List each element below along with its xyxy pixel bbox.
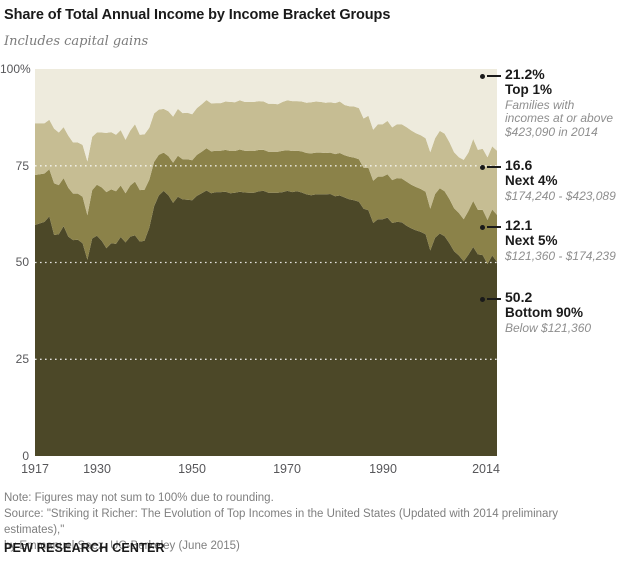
- x-axis: 1917 1930 1950 1970 1990 2014: [0, 462, 620, 478]
- callout-line: [487, 166, 501, 168]
- annotation-value: 16.6: [505, 157, 533, 173]
- x-axis-tick: 1930: [83, 462, 111, 476]
- annotation-value: 21.2%: [505, 66, 545, 82]
- notes: Note: Figures may not sum to 100% due to…: [4, 490, 616, 554]
- annotation-value: 12.1: [505, 217, 533, 233]
- callout-dot: [480, 73, 485, 79]
- annotation-desc: Families with incomes at or above $423,0…: [505, 97, 614, 139]
- area-bottom-90: [35, 190, 497, 456]
- y-axis-tick: 25: [15, 352, 29, 366]
- annotation-next-4: 16.6 Next 4% $174,240 - $423,089: [505, 158, 619, 203]
- y-axis-tick: 0: [22, 449, 29, 463]
- annotation-label: Top 1%: [505, 82, 552, 97]
- brand-logo: PEW RESEARCH CENTER: [4, 541, 165, 555]
- area-top-1: [35, 69, 497, 162]
- callout-dot: [480, 164, 485, 170]
- annotation-desc: $174,240 - $423,089: [505, 188, 616, 203]
- stacked-area-plot: [35, 69, 497, 456]
- page-title: Share of Total Annual Income by Income B…: [4, 7, 391, 23]
- annotation-label: Next 4%: [505, 173, 558, 188]
- annotation-label: Next 5%: [505, 233, 558, 248]
- area-next-4: [35, 100, 497, 220]
- area-next-5: [35, 148, 497, 264]
- annotation-next-5: 12.1 Next 5% $121,360 - $174,239: [505, 218, 619, 263]
- source-line: Source: "Striking it Richer: The Evoluti…: [4, 508, 559, 552]
- callout-line: [487, 75, 501, 77]
- x-axis-tick: 1970: [273, 462, 301, 476]
- chart-subtitle: Includes capital gains: [4, 34, 149, 49]
- y-axis-tick: 50: [15, 255, 29, 269]
- annotation-desc: Below $121,360: [505, 320, 592, 335]
- x-axis-tick: 1950: [178, 462, 206, 476]
- annotation-label: Bottom 90%: [505, 305, 584, 320]
- annotation-bottom-90: 50.2 Bottom 90% Below $121,360: [505, 290, 619, 335]
- x-axis-tick: 1990: [369, 462, 397, 476]
- callout-dot: [480, 224, 485, 230]
- callout-dot: [480, 296, 485, 302]
- y-axis-tick: 75: [15, 159, 29, 173]
- callout-line: [487, 298, 501, 300]
- x-axis-tick: 2014: [472, 462, 500, 476]
- y-axis: 100% 75 50 25 0: [0, 0, 31, 470]
- callout-line: [487, 226, 501, 228]
- annotation-desc: $121,360 - $174,239: [505, 248, 616, 263]
- x-axis-tick: 1917: [21, 462, 49, 476]
- annotation-value: 50.2: [505, 289, 533, 305]
- annotation-top-1: 21.2% Top 1% Families with incomes at or…: [505, 67, 619, 139]
- y-axis-tick: 100%: [0, 62, 31, 76]
- note-line: Note: Figures may not sum to 100% due to…: [4, 492, 274, 504]
